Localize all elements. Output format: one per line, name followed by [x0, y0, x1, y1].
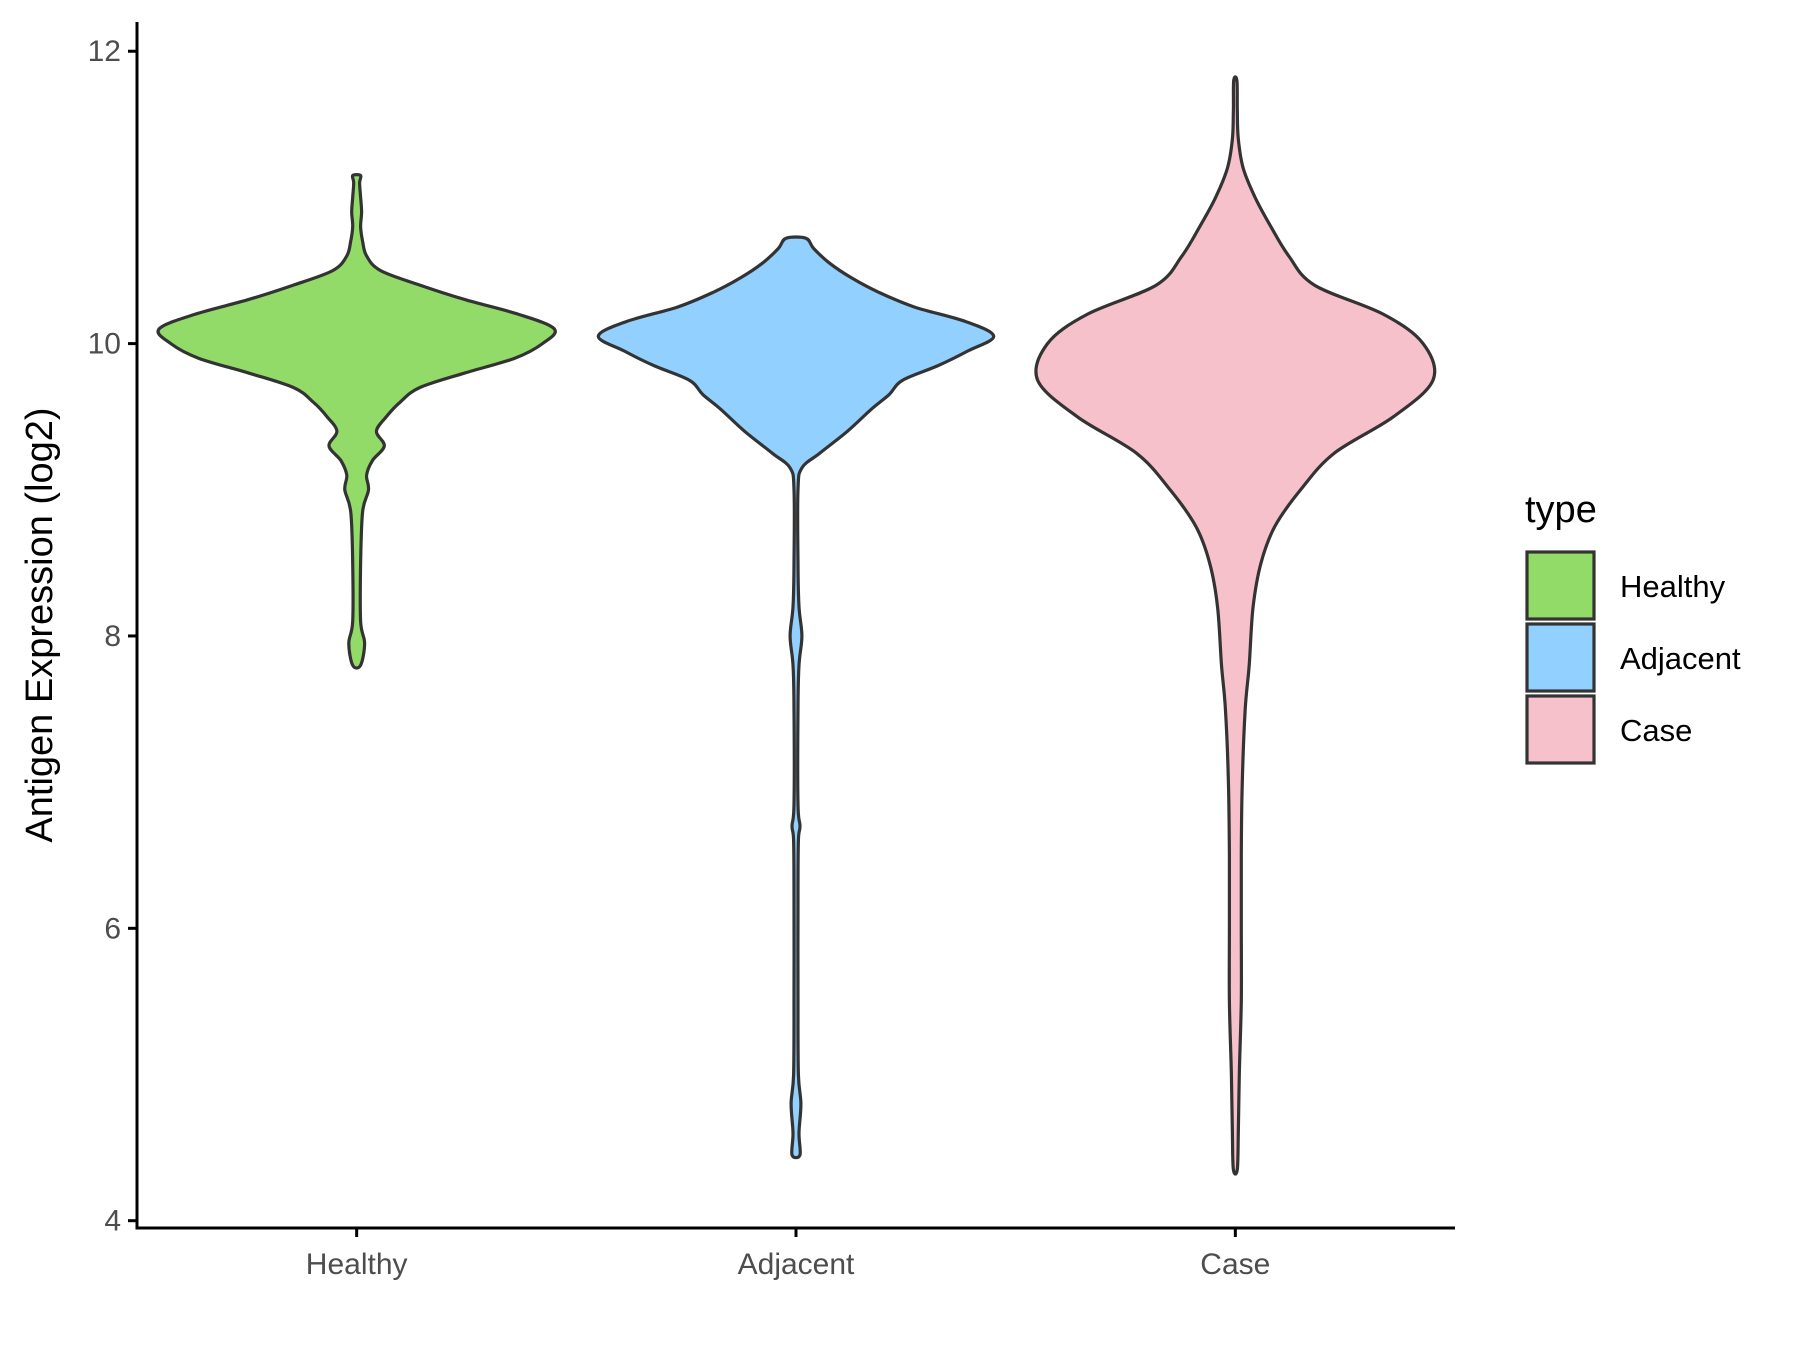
x-axis-ticks: Healthy Adjacent Case — [306, 1228, 1270, 1281]
violin-healthy — [156, 173, 557, 670]
violins-layer — [156, 75, 1437, 1176]
y-tick-label: 8 — [104, 620, 121, 653]
legend-key-adjacent — [1525, 622, 1596, 693]
y-tick-label: 4 — [104, 1205, 121, 1238]
y-axis-ticks: 4 6 8 10 12 — [88, 35, 137, 1238]
y-axis-title: Antigen Expression (log2) — [19, 407, 61, 842]
y-tick-label: 6 — [104, 912, 121, 945]
y-tick-label: 10 — [88, 328, 121, 361]
legend: type Healthy Adjacent Case — [1525, 489, 1741, 765]
legend-label: Case — [1620, 713, 1692, 748]
y-tick-label: 12 — [88, 35, 121, 68]
legend-key-case — [1525, 694, 1596, 765]
legend-label: Healthy — [1620, 569, 1726, 604]
violin-adjacent — [596, 235, 996, 1160]
violin-case — [1034, 75, 1437, 1176]
x-tick-label: Adjacent — [738, 1248, 855, 1281]
x-tick-label: Healthy — [306, 1248, 408, 1281]
legend-key-healthy — [1525, 550, 1596, 621]
legend-title: type — [1525, 489, 1597, 531]
x-tick-label: Case — [1200, 1248, 1270, 1281]
legend-label: Adjacent — [1620, 641, 1741, 676]
